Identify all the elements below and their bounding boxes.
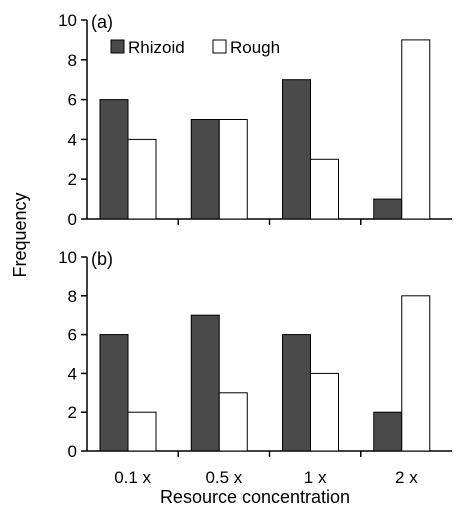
x-tick-label: 2 x bbox=[395, 468, 418, 487]
bar-rough-1 bbox=[127, 138, 157, 220]
y-tick-label: 2 bbox=[68, 170, 77, 189]
bar-rhizoid-1 bbox=[99, 334, 129, 452]
y-tick-label: 8 bbox=[68, 287, 77, 306]
bar-rough-2 bbox=[218, 392, 248, 452]
legend-item-rough: Rough bbox=[212, 38, 280, 57]
y-tick-label: 6 bbox=[68, 91, 77, 110]
y-tick-label: 4 bbox=[68, 364, 77, 383]
y-tick-label: 10 bbox=[58, 11, 77, 30]
bar-rough-1 bbox=[127, 411, 157, 452]
legend-item-rhizoid: Rhizoid bbox=[110, 38, 185, 57]
y-tick-label: 2 bbox=[68, 403, 77, 422]
bar-rhizoid-4 bbox=[373, 411, 403, 452]
y-tick-label: 8 bbox=[68, 51, 77, 70]
legend-label: Rough bbox=[230, 38, 280, 57]
bar-rhizoid-4 bbox=[373, 198, 403, 220]
y-tick-label: 0 bbox=[68, 210, 77, 229]
x-tick-label: 1 x bbox=[304, 468, 327, 487]
y-tick-label: 4 bbox=[68, 130, 77, 149]
legend: Rhizoid Rough bbox=[110, 38, 280, 57]
bar-rough-3 bbox=[310, 158, 339, 220]
bar-rhizoid-1 bbox=[99, 99, 129, 220]
y-tick-label: 10 bbox=[58, 248, 77, 267]
legend-swatch bbox=[212, 39, 227, 54]
y-tick-label: 0 bbox=[68, 442, 77, 461]
x-tick-label: 0.5 x bbox=[205, 468, 242, 487]
panel-2: 0 2 4 6 8 10 (b) 0.1 x 0.5 x 1 x 2 x bbox=[58, 248, 452, 487]
x-axis-title: Resource concentration bbox=[160, 487, 350, 507]
bar-rhizoid-2 bbox=[190, 119, 220, 220]
bar-rhizoid-2 bbox=[190, 314, 220, 452]
bar-rough-3 bbox=[310, 372, 339, 452]
bar-rhizoid-3 bbox=[282, 79, 311, 220]
legend-swatch bbox=[110, 39, 125, 54]
y-axis-title: Frequency bbox=[10, 192, 30, 277]
panel-label: (b) bbox=[91, 249, 113, 269]
bar-rough-2 bbox=[218, 119, 248, 220]
legend-label: Rhizoid bbox=[128, 38, 185, 57]
bar-rhizoid-3 bbox=[282, 334, 311, 452]
panel-1: 0 2 4 6 8 10 (a) bbox=[58, 11, 452, 229]
bar-rough-4 bbox=[401, 295, 431, 452]
bar-rough-4 bbox=[401, 39, 431, 220]
x-tick-label: 0.1 x bbox=[114, 468, 151, 487]
panel-label: (a) bbox=[91, 12, 113, 32]
chart-panels: 0 2 4 6 8 10 (a) 0 2 4 6 8 10 (b) 0.1 x 0.5 x 1 x 2 x bbox=[58, 11, 452, 487]
y-tick-label: 6 bbox=[68, 326, 77, 345]
